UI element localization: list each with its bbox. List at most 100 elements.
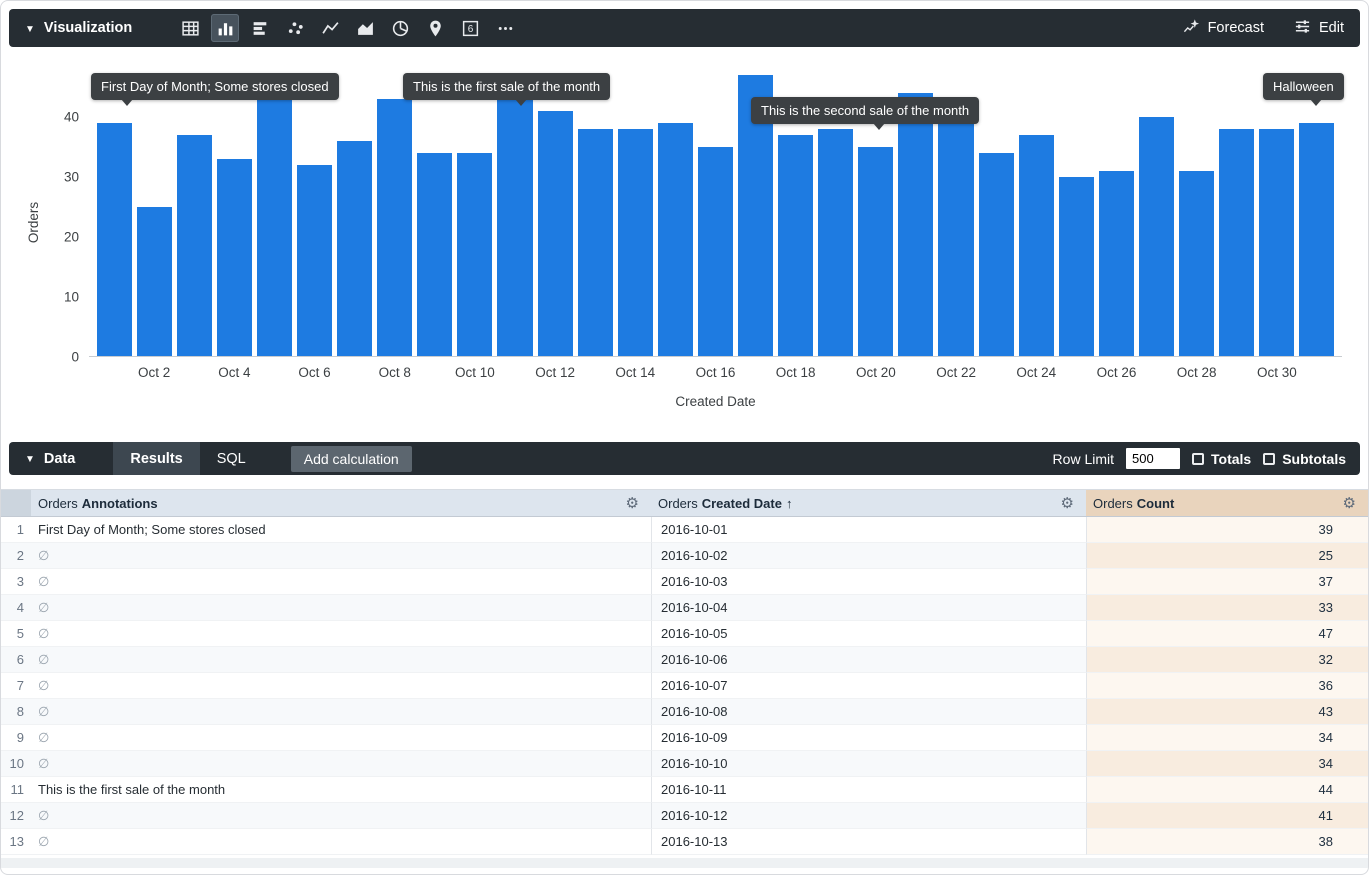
cell-annotations[interactable]: ∅ [31, 699, 651, 725]
bar-oct-22[interactable] [938, 98, 974, 356]
bar-oct-19[interactable] [818, 128, 854, 356]
gear-icon[interactable]: ⚙ [1060, 494, 1074, 512]
cell-created-date[interactable]: 2016-10-10 [651, 751, 1086, 777]
bar-oct-4[interactable] [216, 158, 252, 356]
cell-count[interactable]: 34 [1086, 751, 1368, 777]
cell-count[interactable]: 32 [1086, 647, 1368, 673]
cell-count[interactable]: 41 [1086, 803, 1368, 829]
cell-annotations[interactable]: ∅ [31, 621, 651, 647]
cell-annotations[interactable]: ∅ [31, 595, 651, 621]
totals-checkbox[interactable] [1192, 452, 1205, 465]
cell-created-date[interactable]: 2016-10-08 [651, 699, 1086, 725]
cell-count[interactable]: 39 [1086, 517, 1368, 543]
null-value-icon: ∅ [38, 547, 50, 563]
bar-oct-9[interactable] [417, 152, 453, 356]
subtotals-checkbox[interactable] [1263, 452, 1276, 465]
cell-count[interactable]: 44 [1086, 777, 1368, 803]
cell-created-date[interactable]: 2016-10-01 [651, 517, 1086, 543]
cell-count[interactable]: 37 [1086, 569, 1368, 595]
forecast-button[interactable]: Forecast [1183, 18, 1264, 39]
bar-oct-10[interactable] [457, 152, 493, 356]
more-icon[interactable] [491, 14, 519, 42]
tab-results[interactable]: Results [113, 442, 200, 475]
cell-annotations[interactable]: ∅ [31, 569, 651, 595]
cell-annotations[interactable]: ∅ [31, 751, 651, 777]
cell-annotations[interactable]: ∅ [31, 543, 651, 569]
bar-oct-18[interactable] [778, 134, 814, 356]
cell-annotations[interactable]: ∅ [31, 647, 651, 673]
bar-oct-5[interactable] [256, 74, 292, 356]
bar-oct-24[interactable] [1018, 134, 1054, 356]
column-header-annotations[interactable]: Orders Annotations ⚙ [31, 490, 651, 516]
bar-oct-7[interactable] [337, 140, 373, 356]
cell-annotations[interactable]: This is the first sale of the month [31, 777, 651, 803]
map-pin-icon[interactable] [421, 14, 449, 42]
bar-oct-2[interactable] [136, 206, 172, 356]
cell-created-date[interactable]: 2016-10-09 [651, 725, 1086, 751]
bar-oct-15[interactable] [657, 122, 693, 356]
bar-oct-29[interactable] [1219, 128, 1255, 356]
cell-annotations[interactable]: ∅ [31, 673, 651, 699]
bar-oct-6[interactable] [296, 164, 333, 356]
bar-oct-8[interactable] [377, 98, 413, 356]
area-chart-icon[interactable] [351, 14, 379, 42]
cell-annotations[interactable]: ∅ [31, 803, 651, 829]
chart-annotation: First Day of Month; Some stores closed [91, 73, 339, 106]
cell-created-date[interactable]: 2016-10-05 [651, 621, 1086, 647]
bar-oct-23[interactable] [978, 152, 1014, 356]
bar-oct-1[interactable] [96, 122, 132, 356]
cell-created-date[interactable]: 2016-10-12 [651, 803, 1086, 829]
cell-count[interactable]: 34 [1086, 725, 1368, 751]
bar-oct-16[interactable] [697, 146, 733, 356]
cell-count[interactable]: 38 [1086, 829, 1368, 855]
cell-created-date[interactable]: 2016-10-13 [651, 829, 1086, 855]
horizontal-scrollbar[interactable] [1, 858, 1368, 868]
column-header-created-date[interactable]: Orders Created Date ↑ ⚙ [651, 490, 1086, 516]
column-chart-icon[interactable] [211, 14, 240, 42]
bar-oct-3[interactable] [176, 134, 212, 356]
bar-oct-28[interactable] [1179, 170, 1215, 356]
line-chart-icon[interactable] [316, 14, 344, 42]
bar-chart-icon[interactable] [246, 14, 274, 42]
cell-count[interactable]: 43 [1086, 699, 1368, 725]
cell-created-date[interactable]: 2016-10-02 [651, 543, 1086, 569]
bar-oct-20[interactable] [858, 146, 894, 356]
bar-oct-26[interactable] [1098, 170, 1134, 356]
bar-oct-21[interactable] [898, 92, 934, 356]
row-limit-input[interactable] [1126, 448, 1181, 469]
pie-chart-icon[interactable] [386, 14, 414, 42]
column-header-count[interactable]: Orders Count ⚙ [1086, 490, 1368, 516]
tab-sql[interactable]: SQL [216, 450, 246, 467]
cell-created-date[interactable]: 2016-10-04 [651, 595, 1086, 621]
bar-oct-12[interactable] [537, 110, 573, 356]
bar-oct-31[interactable] [1299, 122, 1335, 356]
cell-count[interactable]: 25 [1086, 543, 1368, 569]
data-title: Data [43, 450, 76, 467]
single-value-icon[interactable]: 6 [456, 14, 484, 42]
gear-icon[interactable]: ⚙ [625, 494, 639, 512]
bar-oct-30[interactable] [1259, 128, 1295, 356]
cell-created-date[interactable]: 2016-10-06 [651, 647, 1086, 673]
bar-oct-25[interactable] [1058, 176, 1094, 356]
cell-count[interactable]: 47 [1086, 621, 1368, 647]
table-icon[interactable] [176, 14, 204, 42]
cell-created-date[interactable]: 2016-10-11 [651, 777, 1086, 803]
add-calculation-button[interactable]: Add calculation [290, 445, 412, 472]
bar-oct-13[interactable] [577, 128, 613, 356]
cell-created-date[interactable]: 2016-10-07 [651, 673, 1086, 699]
cell-annotations[interactable]: First Day of Month; Some stores closed [31, 517, 651, 543]
sort-ascending-icon[interactable]: ↑ [785, 495, 793, 511]
cell-created-date[interactable]: 2016-10-03 [651, 569, 1086, 595]
bar-oct-27[interactable] [1138, 116, 1175, 356]
bar-oct-14[interactable] [617, 128, 653, 356]
cell-count[interactable]: 36 [1086, 673, 1368, 699]
cell-annotations[interactable]: ∅ [31, 725, 651, 751]
bar-oct-11[interactable] [497, 92, 533, 356]
edit-button[interactable]: Edit [1294, 18, 1344, 39]
cell-count[interactable]: 33 [1086, 595, 1368, 621]
scatter-chart-icon[interactable] [281, 14, 309, 42]
visualization-section-toggle[interactable]: ▼ Visualization [25, 20, 132, 36]
cell-annotations[interactable]: ∅ [31, 829, 651, 855]
gear-icon[interactable]: ⚙ [1342, 494, 1356, 512]
data-section-toggle[interactable]: ▼ Data [25, 451, 75, 467]
